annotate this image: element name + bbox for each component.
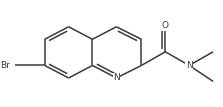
- Text: O: O: [162, 21, 169, 30]
- Text: Br: Br: [0, 61, 10, 70]
- Text: N: N: [186, 61, 193, 70]
- Text: N: N: [113, 74, 120, 82]
